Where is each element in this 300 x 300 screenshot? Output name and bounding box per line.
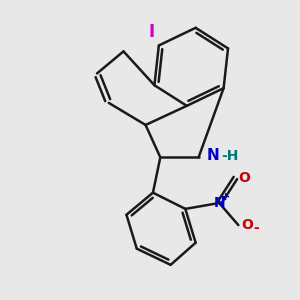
Text: N: N	[207, 148, 220, 164]
Text: O: O	[238, 171, 250, 185]
Text: N: N	[213, 196, 225, 210]
Text: O: O	[241, 218, 253, 232]
Text: +: +	[221, 191, 230, 202]
Text: -H: -H	[221, 149, 238, 163]
Text: I: I	[148, 23, 154, 41]
Text: -: -	[253, 221, 259, 235]
